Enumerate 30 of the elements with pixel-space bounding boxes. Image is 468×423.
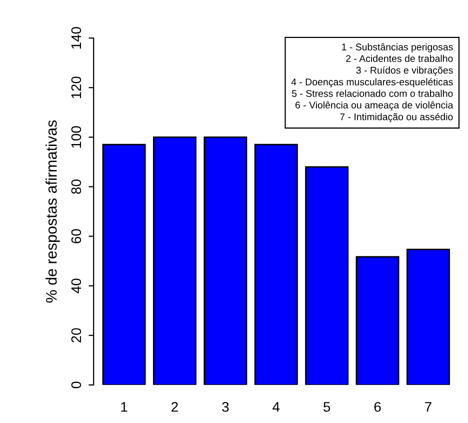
y-tick-label: 20 [71,328,82,342]
bar [406,248,450,385]
x-tick-label: 1 [121,402,128,412]
annotation: 6 - Violência ou ameaça de violência [295,101,454,110]
annotation: 1 - Substâncias perigosas [342,43,453,52]
x-tick-label: 7 [425,402,432,412]
y-tick-label: 60 [71,229,82,244]
bar [305,166,349,385]
x-tick-label: 5 [324,402,330,412]
annotation: 7 - Intimidação ou assédio [340,112,453,122]
x-tick-label: 2 [172,402,178,412]
y-tick-label: 40 [71,278,82,294]
y-tick-label: 80 [71,180,82,194]
bar [254,144,298,385]
y-tick-label: 0 [71,382,82,388]
y-tick-label: 100 [71,126,82,148]
y-axis-title: % de respostas afirmativas [46,120,60,303]
annotation: 5 - Stress relacionado com o trabalho [292,90,453,97]
y-tick-label: 120 [71,76,82,98]
annotation: 3 - Ruídos e vibrações [356,66,453,76]
bar [356,256,400,385]
bar [152,136,196,385]
y-tick-label: 140 [71,27,82,49]
annotation: 2 - Acidentes de trabalho [346,54,453,62]
x-tick-label: 3 [222,402,229,412]
x-tick-label: 6 [374,402,381,412]
bar [102,144,146,385]
annotation: 4 - Doenças musculares-esqueléticas [291,78,453,88]
bar [204,136,248,385]
x-tick-label: 4 [272,402,280,412]
